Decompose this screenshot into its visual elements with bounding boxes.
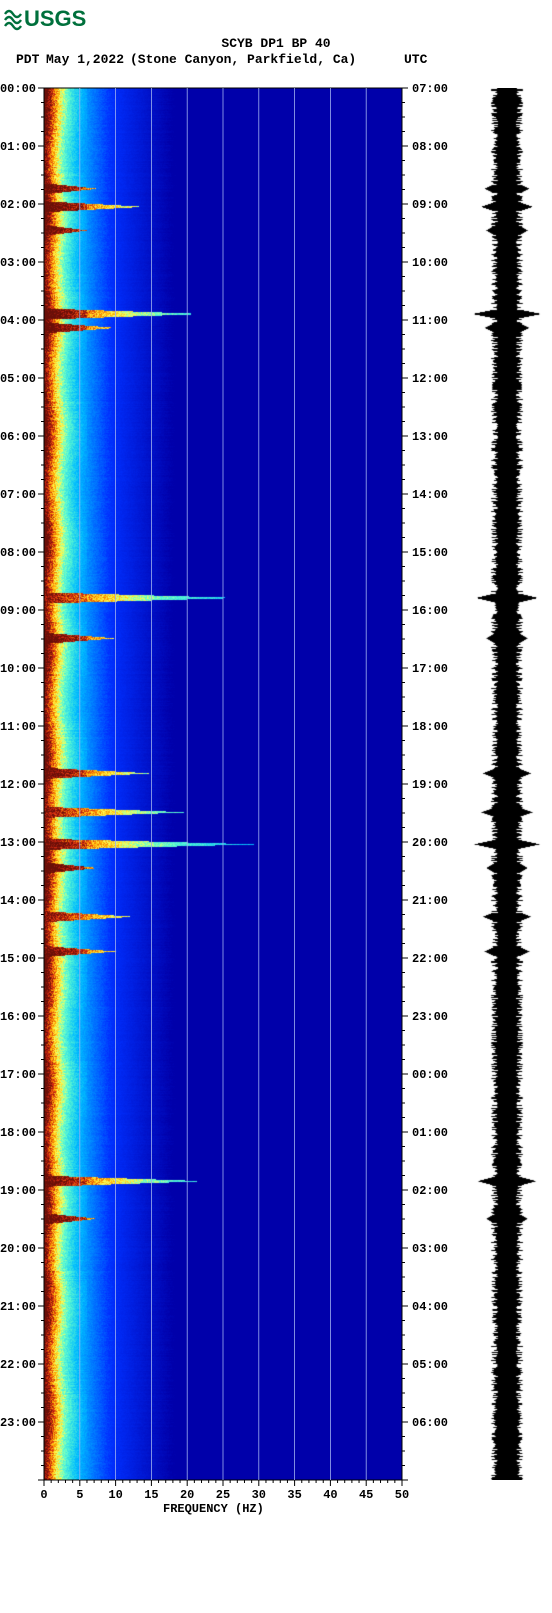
svg-text:20: 20 [180, 1488, 194, 1502]
svg-text:05:00: 05:00 [0, 372, 36, 386]
svg-text:15: 15 [144, 1488, 158, 1502]
svg-text:20:00: 20:00 [0, 1242, 36, 1256]
svg-text:23:00: 23:00 [412, 1010, 448, 1024]
svg-text:25: 25 [216, 1488, 230, 1502]
svg-text:15:00: 15:00 [0, 952, 36, 966]
svg-text:03:00: 03:00 [412, 1242, 448, 1256]
svg-text:06:00: 06:00 [0, 430, 36, 444]
svg-text:15:00: 15:00 [412, 546, 448, 560]
svg-text:12:00: 12:00 [0, 778, 36, 792]
svg-text:17:00: 17:00 [412, 662, 448, 676]
svg-text:10:00: 10:00 [412, 256, 448, 270]
svg-text:09:00: 09:00 [412, 198, 448, 212]
svg-text:22:00: 22:00 [412, 952, 448, 966]
svg-text:02:00: 02:00 [0, 198, 36, 212]
svg-text:14:00: 14:00 [0, 894, 36, 908]
svg-text:5: 5 [76, 1488, 83, 1502]
tz-right-label: UTC [404, 52, 427, 67]
usgs-logo-icon: USGS [4, 4, 96, 32]
svg-text:19:00: 19:00 [0, 1184, 36, 1198]
station-label: (Stone Canyon, Parkfield, Ca) [130, 52, 356, 67]
svg-text:40: 40 [323, 1488, 337, 1502]
frequency-axis-label: FREQUENCY (HZ) [163, 1502, 264, 1516]
usgs-logo: USGS [4, 4, 96, 32]
svg-text:01:00: 01:00 [0, 140, 36, 154]
svg-text:08:00: 08:00 [412, 140, 448, 154]
svg-text:45: 45 [359, 1488, 373, 1502]
svg-text:20:00: 20:00 [412, 836, 448, 850]
svg-text:22:00: 22:00 [0, 1358, 36, 1372]
svg-text:02:00: 02:00 [412, 1184, 448, 1198]
svg-text:0: 0 [40, 1488, 47, 1502]
svg-text:11:00: 11:00 [0, 720, 36, 734]
svg-text:07:00: 07:00 [0, 488, 36, 502]
waveform-panel [468, 88, 546, 1480]
svg-text:10:00: 10:00 [0, 662, 36, 676]
svg-text:03:00: 03:00 [0, 256, 36, 270]
svg-text:05:00: 05:00 [412, 1358, 448, 1372]
svg-text:35: 35 [287, 1488, 301, 1502]
svg-text:16:00: 16:00 [0, 1010, 36, 1024]
svg-text:00:00: 00:00 [0, 82, 36, 96]
svg-text:00:00: 00:00 [412, 1068, 448, 1082]
date-label: May 1,2022 [46, 52, 124, 67]
svg-text:19:00: 19:00 [412, 778, 448, 792]
svg-text:04:00: 04:00 [412, 1300, 448, 1314]
svg-text:04:00: 04:00 [0, 314, 36, 328]
svg-text:21:00: 21:00 [0, 1300, 36, 1314]
svg-text:21:00: 21:00 [412, 894, 448, 908]
svg-text:18:00: 18:00 [0, 1126, 36, 1140]
svg-text:16:00: 16:00 [412, 604, 448, 618]
svg-text:08:00: 08:00 [0, 546, 36, 560]
tz-left-label: PDT [16, 52, 39, 67]
svg-text:06:00: 06:00 [412, 1416, 448, 1430]
svg-text:12:00: 12:00 [412, 372, 448, 386]
svg-text:01:00: 01:00 [412, 1126, 448, 1140]
svg-text:18:00: 18:00 [412, 720, 448, 734]
page: USGS SCYB DP1 BP 40 PDT May 1,2022 (Ston… [0, 0, 552, 1613]
spectrogram-panel [44, 88, 402, 1480]
chart-title: SCYB DP1 BP 40 [0, 36, 552, 51]
svg-text:23:00: 23:00 [0, 1416, 36, 1430]
svg-text:13:00: 13:00 [412, 430, 448, 444]
svg-text:USGS: USGS [24, 6, 86, 31]
svg-text:17:00: 17:00 [0, 1068, 36, 1082]
svg-text:11:00: 11:00 [412, 314, 448, 328]
svg-text:30: 30 [252, 1488, 266, 1502]
svg-text:50: 50 [395, 1488, 409, 1502]
svg-text:07:00: 07:00 [412, 82, 448, 96]
svg-text:09:00: 09:00 [0, 604, 36, 618]
svg-text:13:00: 13:00 [0, 836, 36, 850]
svg-text:10: 10 [108, 1488, 122, 1502]
svg-text:14:00: 14:00 [412, 488, 448, 502]
